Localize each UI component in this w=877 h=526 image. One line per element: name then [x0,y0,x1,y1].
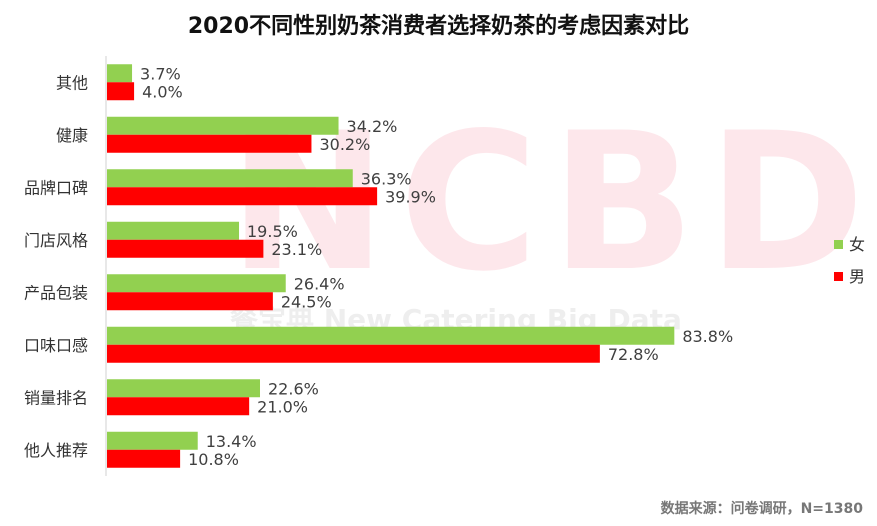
data-label: 39.9% [385,187,436,206]
bar-female [107,274,286,293]
bar-male [107,449,181,468]
category-label: 门店风格 [24,231,88,250]
category-label: 产品包装 [24,283,88,302]
data-label: 4.0% [142,82,183,101]
data-label: 24.5% [281,292,332,311]
data-label: 83.8% [682,327,733,346]
legend-swatch [834,240,843,249]
category-label: 其他 [56,73,88,92]
data-label: 22.6% [268,379,319,398]
bar-male [107,239,264,258]
bar-male [107,344,600,363]
bar-female [107,221,240,240]
category-label: 品牌口碑 [24,178,88,197]
bar-female [107,326,675,345]
bar-female [107,431,198,450]
data-label: 72.8% [608,345,659,364]
bar-male [107,187,378,206]
data-label: 13.4% [206,432,257,451]
legend-swatch [834,272,843,281]
bar-male [107,134,312,153]
category-label: 他人推荐 [24,441,88,460]
data-label: 21.0% [257,397,308,416]
bar-male [107,292,273,311]
bar-female [107,169,353,188]
data-label: 23.1% [271,240,322,259]
data-label: 19.5% [247,222,298,241]
bar-male [107,82,135,101]
bar-male [107,397,250,416]
category-label: 口味口感 [24,336,88,355]
legend-label: 男 [849,267,865,286]
chart-title: 2020不同性别奶茶消费者选择奶茶的考虑因素对比 [187,14,690,39]
category-label: 健康 [56,126,88,145]
data-label: 26.4% [294,274,345,293]
legend-label: 女 [849,235,865,254]
data-label: 34.2% [347,117,398,136]
bar-female [107,64,133,83]
category-label: 销量排名 [24,388,88,407]
data-label: 10.8% [188,450,239,469]
bar-female [107,116,339,135]
data-label: 3.7% [140,64,181,83]
data-label: 30.2% [319,135,370,154]
bar-female [107,379,261,398]
source-note: 数据来源：问卷调研，N=1380 [660,501,863,517]
data-label: 36.3% [361,169,412,188]
